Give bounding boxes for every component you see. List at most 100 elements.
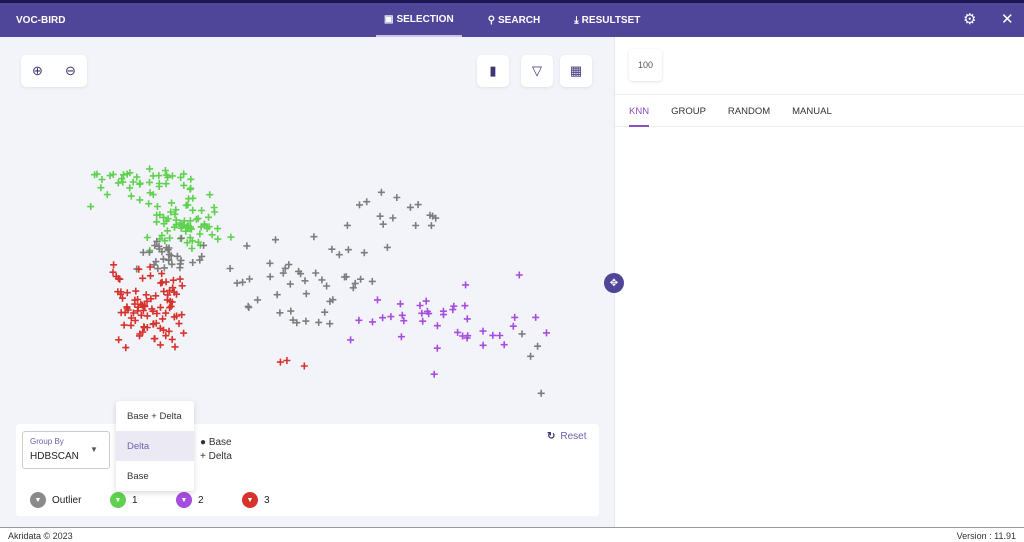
- point-cluster-3[interactable]: [143, 312, 151, 320]
- point-cluster-1[interactable]: [183, 239, 191, 247]
- point-cluster-3[interactable]: [131, 300, 139, 308]
- point-cluster-1[interactable]: [206, 191, 214, 199]
- zoom-out-icon[interactable]: ⊖: [65, 63, 76, 78]
- point-cluster-2[interactable]: [419, 317, 427, 325]
- point-cluster-3[interactable]: [283, 357, 291, 364]
- point-outlier[interactable]: [145, 248, 153, 256]
- option-delta[interactable]: Delta: [116, 431, 194, 461]
- point-cluster-2[interactable]: [400, 317, 408, 325]
- point-cluster-2[interactable]: [347, 336, 355, 344]
- point-cluster-3[interactable]: [170, 288, 178, 296]
- scatter-plot[interactable]: [0, 97, 614, 477]
- point-cluster-2[interactable]: [463, 315, 471, 323]
- point-cluster-3[interactable]: [176, 275, 184, 283]
- point-cluster-1[interactable]: [153, 203, 161, 210]
- point-cluster-2[interactable]: [500, 341, 508, 349]
- point-cluster-2[interactable]: [479, 341, 487, 349]
- point-cluster-3[interactable]: [173, 312, 181, 320]
- point-cluster-1[interactable]: [177, 174, 185, 181]
- point-cluster-3[interactable]: [146, 263, 154, 271]
- point-cluster-1[interactable]: [109, 170, 117, 178]
- point-cluster-3[interactable]: [139, 328, 147, 336]
- point-cluster-1[interactable]: [127, 192, 135, 200]
- point-cluster-1[interactable]: [103, 191, 111, 199]
- point-cluster-3[interactable]: [120, 321, 128, 329]
- point-cluster-3[interactable]: [136, 332, 143, 340]
- point-cluster-1[interactable]: [123, 170, 131, 178]
- point-cluster-3[interactable]: [139, 274, 147, 282]
- point-outlier[interactable]: [323, 282, 331, 290]
- point-cluster-1[interactable]: [146, 178, 153, 186]
- gear-icon[interactable]: ⚙: [963, 11, 977, 28]
- point-cluster-3[interactable]: [300, 362, 308, 370]
- point-cluster-3[interactable]: [162, 332, 170, 340]
- point-outlier[interactable]: [176, 260, 184, 268]
- point-outlier[interactable]: [406, 203, 414, 211]
- point-outlier[interactable]: [343, 221, 351, 229]
- point-cluster-3[interactable]: [142, 291, 150, 299]
- tab-knn[interactable]: KNN: [629, 95, 650, 127]
- tab-random[interactable]: RANDOM: [727, 106, 771, 117]
- point-cluster-1[interactable]: [205, 213, 212, 221]
- point-cluster-1[interactable]: [153, 218, 161, 226]
- point-outlier[interactable]: [310, 233, 318, 241]
- point-outlier[interactable]: [414, 201, 422, 209]
- option-base-delta[interactable]: Base + Delta: [127, 410, 182, 422]
- point-cluster-3[interactable]: [135, 265, 143, 273]
- tab-group[interactable]: GROUP: [671, 106, 706, 117]
- point-cluster-1[interactable]: [180, 217, 188, 225]
- point-outlier[interactable]: [155, 242, 163, 250]
- cluster-outlier[interactable]: ▼ Outlier: [30, 492, 81, 508]
- point-cluster-3[interactable]: [119, 294, 126, 302]
- point-cluster-3[interactable]: [122, 344, 130, 352]
- point-cluster-2[interactable]: [461, 302, 469, 310]
- point-cluster-1[interactable]: [196, 230, 204, 238]
- point-cluster-3[interactable]: [141, 303, 149, 310]
- point-outlier[interactable]: [279, 269, 287, 277]
- point-cluster-1[interactable]: [186, 217, 194, 225]
- count-input[interactable]: 100: [629, 49, 662, 81]
- point-outlier[interactable]: [429, 212, 437, 220]
- point-cluster-1[interactable]: [172, 221, 180, 229]
- point-cluster-3[interactable]: [276, 358, 284, 366]
- point-outlier[interactable]: [286, 280, 294, 288]
- point-cluster-3[interactable]: [166, 304, 174, 312]
- point-cluster-1[interactable]: [143, 234, 151, 241]
- resize-handle[interactable]: ✥: [604, 273, 624, 293]
- point-outlier[interactable]: [344, 246, 352, 254]
- point-outlier[interactable]: [357, 275, 365, 283]
- point-cluster-3[interactable]: [116, 275, 124, 283]
- point-outlier[interactable]: [163, 244, 170, 252]
- point-cluster-3[interactable]: [175, 320, 183, 328]
- point-outlier[interactable]: [363, 198, 371, 206]
- point-cluster-3[interactable]: [137, 300, 145, 308]
- point-outlier[interactable]: [328, 245, 336, 253]
- point-outlier[interactable]: [534, 342, 542, 350]
- point-outlier[interactable]: [351, 279, 359, 287]
- point-cluster-3[interactable]: [143, 297, 151, 305]
- point-outlier[interactable]: [152, 258, 160, 266]
- point-cluster-3[interactable]: [169, 276, 177, 284]
- point-cluster-3[interactable]: [112, 272, 120, 280]
- point-outlier[interactable]: [301, 277, 309, 285]
- point-outlier[interactable]: [153, 237, 161, 245]
- point-cluster-1[interactable]: [162, 180, 170, 188]
- point-cluster-1[interactable]: [182, 227, 190, 235]
- point-cluster-2[interactable]: [379, 314, 387, 322]
- point-cluster-3[interactable]: [167, 302, 175, 310]
- point-outlier[interactable]: [412, 222, 420, 229]
- point-outlier[interactable]: [360, 249, 368, 257]
- point-outlier[interactable]: [368, 277, 376, 285]
- point-outlier[interactable]: [168, 260, 176, 268]
- point-cluster-3[interactable]: [156, 341, 164, 349]
- point-cluster-1[interactable]: [198, 207, 206, 214]
- point-cluster-3[interactable]: [123, 289, 131, 297]
- point-outlier[interactable]: [154, 265, 162, 273]
- point-outlier[interactable]: [243, 242, 251, 250]
- point-cluster-2[interactable]: [398, 311, 406, 319]
- point-cluster-2[interactable]: [369, 318, 376, 326]
- point-cluster-3[interactable]: [178, 311, 186, 319]
- point-outlier[interactable]: [321, 308, 329, 316]
- point-outlier[interactable]: [326, 320, 334, 328]
- point-outlier[interactable]: [287, 307, 295, 315]
